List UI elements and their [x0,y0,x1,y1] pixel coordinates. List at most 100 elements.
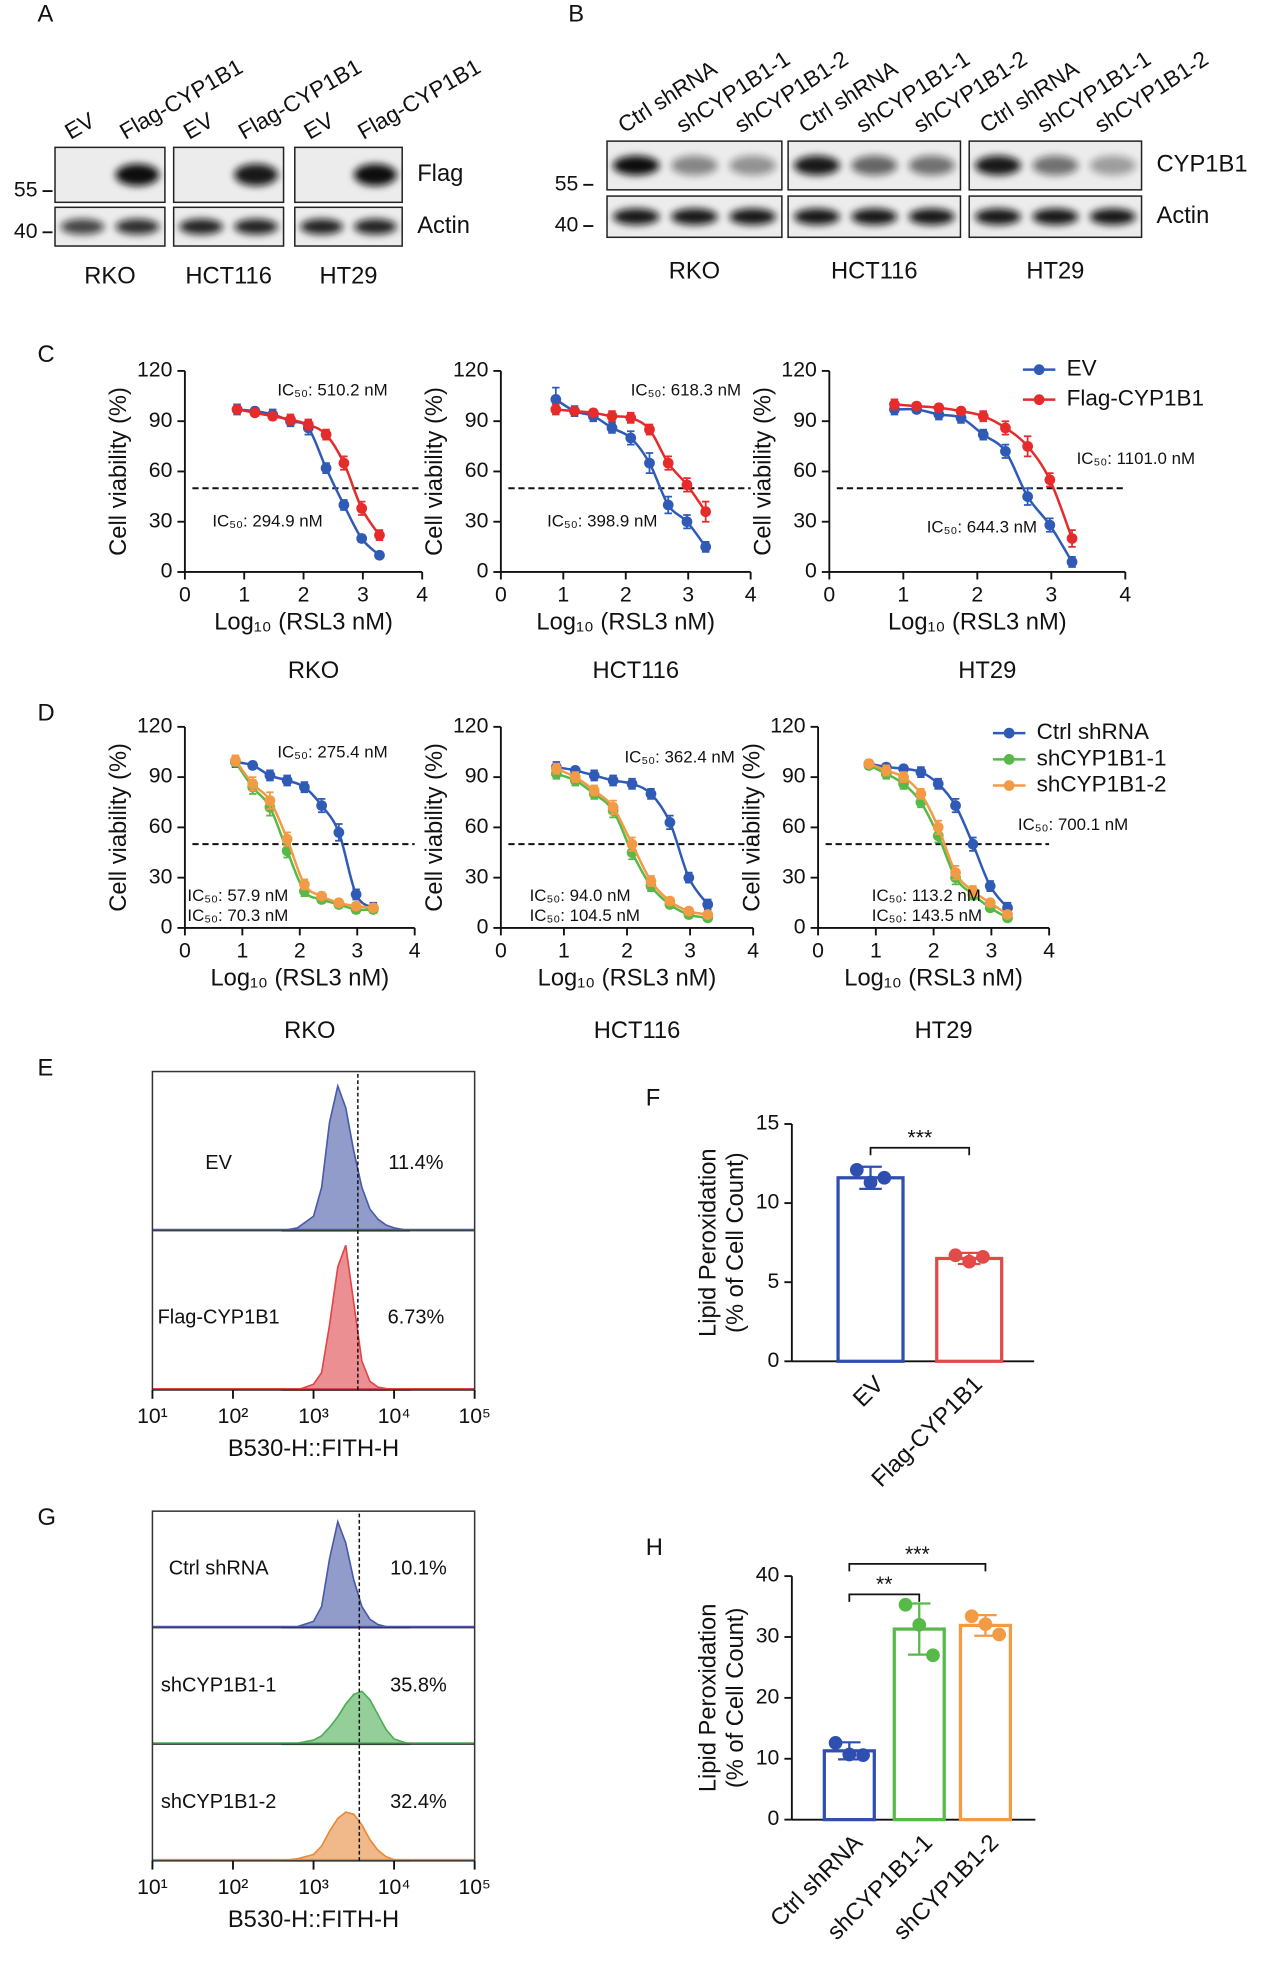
data-point [316,800,327,811]
x-axis-label: Log₁₀ (RSL3 nM) [210,965,389,991]
y-tick-label: 15 [756,1112,780,1135]
lane-label: Flag-CYP1B1 [234,54,365,144]
data-point [950,800,961,811]
replicate-point [964,1609,979,1624]
y-tick-label: 90 [465,765,489,788]
band [300,218,344,235]
panel-label: F [646,1085,661,1111]
x-tick-label: 4 [1119,583,1131,606]
x-tick-label: 3 [985,939,997,962]
y-tick-label: 0 [477,916,489,939]
lane-label: Flag-CYP1B1 [115,54,246,144]
data-point [662,499,674,511]
data-point [932,778,944,790]
band [612,155,660,176]
band [793,208,840,225]
data-point [644,424,655,435]
y-tick-label: 90 [465,409,489,432]
data-point [281,833,293,845]
chart-title: HCT116 [592,658,679,684]
y-tick-label: 30 [149,509,173,532]
x-tick-label: 2 [971,583,983,606]
data-point [264,770,276,781]
data-point [625,432,637,444]
ic50-annotation: IC₅₀: 398.9 nM [547,511,657,530]
x-tick-label: 3 [357,583,369,606]
data-point [338,457,350,469]
data-point [967,885,979,897]
ic50-annotation: IC₅₀: 294.9 nM [212,511,322,530]
ic50-annotation: IC₅₀: 644.3 nM [927,518,1037,537]
data-point [569,771,581,783]
data-point [977,429,989,440]
legend-marker [1003,727,1015,739]
data-point [626,778,638,790]
y-tick-label: 0 [161,916,173,939]
y-tick-label: 40 [756,1564,780,1587]
data-point [889,399,900,410]
x-tick-label: 0 [495,939,507,962]
significance-label: *** [905,1543,930,1566]
replicate-point [948,1248,963,1263]
data-point [316,890,327,902]
sample-label: shCYP1B1-2 [161,1791,276,1813]
y-tick-label: 90 [793,409,817,432]
data-point [911,400,923,412]
data-point [302,419,314,430]
data-point [702,909,714,920]
data-point [607,801,619,813]
band [908,155,955,176]
y-tick-label: 120 [781,359,816,382]
data-point [683,872,695,884]
y-tick-label: 120 [453,714,488,737]
panel-label: B [568,1,584,27]
sample-label: Ctrl shRNA [169,1558,270,1580]
significance-bracket [848,1593,921,1602]
band [1089,155,1136,176]
legend-label: shCYP1B1-2 [1037,771,1167,796]
y-tick-label: 120 [453,359,488,382]
data-point [374,549,385,561]
chart-title: HT29 [958,658,1016,684]
band [1032,155,1079,176]
y-tick-label: 30 [465,509,489,532]
data-point [247,760,259,771]
x-tick-label: 1 [897,583,909,606]
replicate-point [926,1648,940,1663]
data-point [645,788,657,800]
y-tick-label: 5 [768,1270,780,1293]
data-point [267,410,279,422]
legend-label: EV [1067,356,1097,381]
data-point [320,429,332,440]
y-tick-label: 60 [465,815,489,838]
data-point [1000,422,1011,434]
data-point [356,533,368,544]
data-point [588,770,600,781]
y-axis-label: Lipid Peroxidation [696,1604,722,1793]
band [234,163,279,186]
y-axis-label: Cell viability (%) [422,387,448,556]
band [671,208,718,225]
band [729,208,777,225]
cell-line-label: HCT116 [185,264,272,290]
data-point [264,795,276,806]
band [908,208,955,225]
x-tick-label: 0 [812,939,824,962]
data-point [299,878,310,890]
data-point [607,775,619,786]
y-tick-label: 0 [477,560,489,583]
ic50-annotation: IC₅₀: 113.2 nM [872,886,981,905]
ic50-annotation: IC₅₀: 362.4 nM [625,748,735,767]
x-tick-label: 10² [218,1405,249,1428]
y-tick-label: 30 [756,1625,780,1648]
data-point [984,880,996,892]
y-tick-label: 120 [137,359,172,382]
x-tick-label: 10³ [298,1876,329,1899]
cell-line-label: RKO [669,259,720,285]
x-tick-label: 10⁴ [378,1405,411,1428]
band [115,218,160,235]
y-tick-label: 0 [161,560,173,583]
y-axis-label: Cell viability (%) [422,743,448,912]
data-point [356,502,368,514]
replicate-point [992,1627,1007,1642]
